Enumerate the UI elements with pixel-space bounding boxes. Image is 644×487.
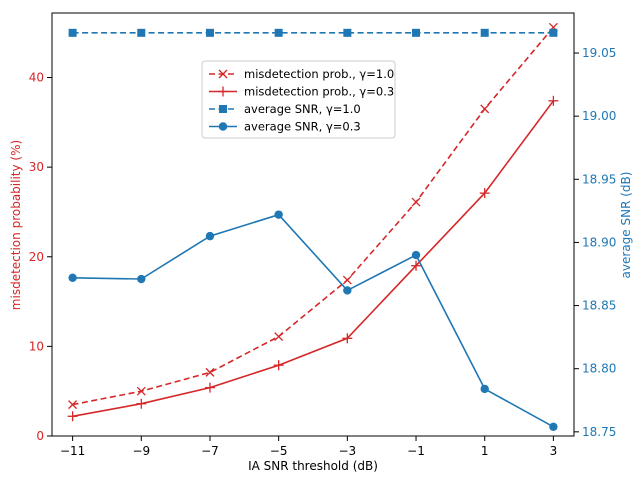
right-tick-label: 18.95 [582, 172, 616, 186]
x-tick-label: −11 [60, 444, 85, 458]
right-tick-label: 18.85 [582, 299, 616, 313]
data-point [204, 382, 215, 393]
data-point [68, 273, 77, 282]
x-axis-label: IA SNR threshold (dB) [248, 459, 378, 473]
legend-swatch-marker [218, 69, 228, 79]
x-tick-label: 3 [550, 444, 558, 458]
x-marker-stroke [411, 197, 421, 207]
legend: misdetection prob., γ=1.0 misdetection pr… [201, 60, 396, 139]
x-tick-label: −9 [132, 444, 150, 458]
data-point [205, 367, 215, 377]
x-tick-label: 1 [481, 444, 489, 458]
left-axis-ticks: 0 10 20 30 40 [29, 71, 52, 443]
legend-item-3: average SNR, γ=1.0 [209, 102, 361, 116]
data-point [205, 231, 215, 241]
data-point [411, 197, 421, 207]
data-point [136, 386, 146, 396]
data-point [480, 384, 489, 394]
right-axis-ticks: 18.75 18.80 18.85 18.90 18.95 19.00 19.05 [574, 46, 616, 439]
series-3 [68, 28, 558, 37]
legend-swatch-marker [218, 86, 228, 97]
x-tick-label: −5 [270, 444, 288, 458]
data-point [274, 210, 283, 219]
x-marker-stroke [218, 69, 228, 79]
data-point [342, 333, 353, 344]
series-layer [67, 22, 559, 431]
data-point [412, 28, 421, 37]
legend-swatch-marker [219, 105, 227, 113]
legend-label: misdetection prob., γ=0.3 [244, 85, 394, 99]
data-point [205, 28, 214, 37]
data-point [411, 260, 422, 271]
legend-item-4: average SNR, γ=0.3 [209, 120, 361, 134]
data-point [343, 286, 352, 295]
legend-label: misdetection prob., γ=1.0 [244, 67, 394, 81]
data-point [136, 398, 147, 409]
series-line [72, 26, 555, 406]
left-tick-label: 40 [29, 71, 44, 85]
legend-item-1: misdetection prob., γ=1.0 [209, 67, 394, 81]
legend-frame [201, 60, 396, 139]
series-4 [68, 210, 558, 431]
data-point [411, 250, 421, 260]
data-point [68, 28, 77, 37]
x-marker-stroke [480, 104, 490, 114]
left-tick-label: 10 [29, 339, 44, 353]
right-tick-label: 18.75 [582, 425, 616, 439]
x-marker-stroke [136, 386, 146, 396]
right-tick-label: 18.90 [582, 235, 616, 249]
data-point [274, 28, 283, 37]
x-marker-stroke [342, 275, 352, 285]
data-point [68, 400, 78, 410]
data-point [137, 274, 146, 284]
x-tick-label: −1 [407, 444, 425, 458]
x-tick-label: −7 [201, 444, 219, 458]
data-point [480, 104, 490, 114]
legend-swatch-marker [218, 122, 228, 131]
data-point [549, 422, 558, 431]
data-point [343, 28, 352, 37]
data-point [67, 411, 78, 422]
legend-label: average SNR, γ=0.3 [244, 120, 361, 134]
data-point [548, 95, 559, 106]
x-marker-stroke [274, 332, 284, 341]
right-axis-label: average SNR (dB) [619, 172, 633, 279]
right-tick-label: 19.00 [582, 109, 616, 123]
data-point [342, 275, 352, 285]
data-point [274, 332, 284, 341]
right-tick-label: 19.05 [582, 46, 616, 60]
left-tick-label: 0 [36, 429, 44, 443]
legend-label: average SNR, γ=1.0 [244, 102, 361, 116]
left-axis-label: misdetection probability (%) [9, 140, 23, 310]
series-2 [67, 95, 559, 422]
series-line [72, 213, 554, 428]
series-1 [68, 22, 558, 410]
data-point [549, 28, 558, 37]
series-line [72, 100, 555, 418]
x-axis-ticks: −11 −9 −7 −5 −3 −1 1 3 [60, 436, 557, 458]
left-tick-label: 20 [29, 250, 44, 264]
x-marker-stroke [68, 400, 78, 410]
data-point [137, 28, 146, 37]
x-tick-label: −3 [338, 444, 356, 458]
data-point [479, 188, 490, 199]
left-tick-label: 30 [29, 160, 44, 174]
data-point [480, 28, 489, 37]
legend-item-2: misdetection prob., γ=0.3 [209, 85, 394, 99]
data-point [273, 360, 284, 371]
x-marker-stroke [205, 367, 215, 377]
right-tick-label: 18.80 [582, 362, 616, 376]
